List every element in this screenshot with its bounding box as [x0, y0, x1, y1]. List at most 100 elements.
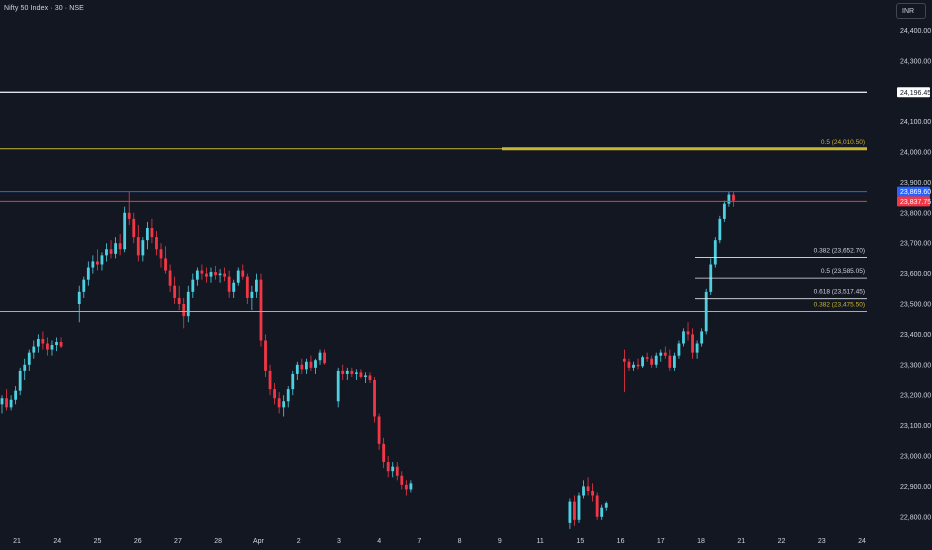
candle-body [718, 218, 722, 241]
candle-body [5, 398, 8, 408]
candle-body [241, 270, 245, 277]
candle-body [600, 507, 604, 517]
candle-body [114, 243, 117, 254]
candle-body [672, 355, 676, 368]
candle-body [400, 475, 404, 485]
candle-body [173, 285, 177, 298]
y-tick-label: 24,400.00 [900, 28, 931, 35]
candle-body [700, 331, 704, 344]
candle-body [259, 279, 263, 341]
candle-body [186, 291, 190, 317]
candle-body [732, 194, 735, 201]
x-tick-label: 24 [53, 538, 61, 545]
x-tick-label: 15 [576, 538, 584, 545]
y-tick-label: 23,300.00 [900, 362, 931, 369]
candle-body [100, 255, 104, 265]
candle-body [82, 279, 86, 292]
candle-body [395, 466, 399, 476]
y-tick-label: 24,300.00 [900, 58, 931, 65]
candle-body [341, 370, 345, 374]
candle-body [177, 297, 181, 304]
candle-body [27, 352, 31, 365]
candle-body [409, 483, 413, 490]
x-tick-label: 2 [297, 538, 301, 545]
candle-body [350, 370, 354, 374]
red-line-badge [897, 196, 930, 207]
candle-body [77, 291, 81, 304]
candle-body [364, 375, 367, 377]
candle-body [109, 249, 113, 254]
x-tick-label: 21 [737, 538, 745, 545]
fib-level-label: 0.382 (23,652.70) [814, 248, 865, 255]
candle-body [255, 279, 258, 292]
candle-body [323, 352, 326, 364]
y-tick-label: 23,600.00 [900, 271, 931, 278]
candle-body [713, 240, 717, 265]
y-tick-label: 23,200.00 [900, 393, 931, 400]
fib-level-label: 0.5 (23,585.05) [821, 268, 865, 275]
candle-body [123, 212, 127, 250]
fib-upper-label: 0.5 (24,010.50) [821, 139, 865, 146]
x-tick-label: 25 [94, 538, 102, 545]
y-tick-label: 22,900.00 [900, 484, 931, 491]
candle-body [145, 228, 149, 241]
candle-body [595, 495, 599, 517]
candle-body [155, 237, 158, 250]
candle-body [41, 338, 45, 344]
candle-body [236, 270, 240, 283]
candle-body [191, 279, 195, 292]
candle-body [50, 345, 54, 350]
candle-body [623, 358, 626, 362]
blue-line-badge-label: 23,869.60 [900, 189, 931, 196]
candle-body [722, 203, 726, 219]
y-tick-label: 23,100.00 [900, 423, 931, 430]
candle-body [227, 276, 231, 292]
candle-body [391, 466, 395, 472]
white-line-badge-label: 24,196.45 [900, 90, 931, 97]
x-tick-label: 18 [697, 538, 705, 545]
candle-body [727, 194, 731, 204]
candle-body [18, 370, 22, 391]
candle-body [118, 243, 122, 250]
candle-body [309, 361, 313, 368]
x-tick-label: 11 [536, 538, 543, 545]
y-tick-label: 24,100.00 [900, 119, 931, 126]
red-line-badge-label: 23,837.75 [900, 199, 931, 206]
candle-body [568, 501, 572, 523]
candle-body [250, 291, 254, 298]
candle-body [582, 486, 585, 496]
candle-body [295, 364, 299, 374]
y-tick-label: 24,000.00 [900, 150, 931, 157]
candle-body [182, 304, 186, 317]
candle-body [159, 249, 163, 259]
candle-body [377, 416, 381, 444]
candle-body [695, 343, 699, 353]
candle-body [586, 486, 590, 491]
x-tick-label: 23 [818, 538, 826, 545]
candle-body [645, 357, 649, 359]
x-tick-label: Apr [253, 538, 265, 545]
candle-body [141, 240, 145, 256]
candle-body [286, 389, 290, 402]
x-tick-label: 7 [417, 538, 421, 545]
x-tick-label: 16 [617, 538, 625, 545]
candle-body [127, 212, 131, 219]
candle-body [214, 272, 217, 276]
x-tick-label: 9 [498, 538, 502, 545]
candle-body [9, 399, 13, 408]
candle-body [209, 272, 213, 277]
candle-body [654, 355, 658, 365]
candle-body [318, 352, 322, 361]
candle-body [677, 343, 681, 356]
candle-body [659, 352, 663, 356]
candle-body [0, 398, 4, 405]
currency-button[interactable]: INR [896, 3, 926, 19]
candle-body [245, 276, 249, 298]
x-tick-label: 17 [657, 538, 665, 545]
x-tick-label: 26 [134, 538, 142, 545]
candle-body [273, 389, 277, 399]
candle-body [32, 346, 36, 353]
candle-body [136, 237, 140, 256]
